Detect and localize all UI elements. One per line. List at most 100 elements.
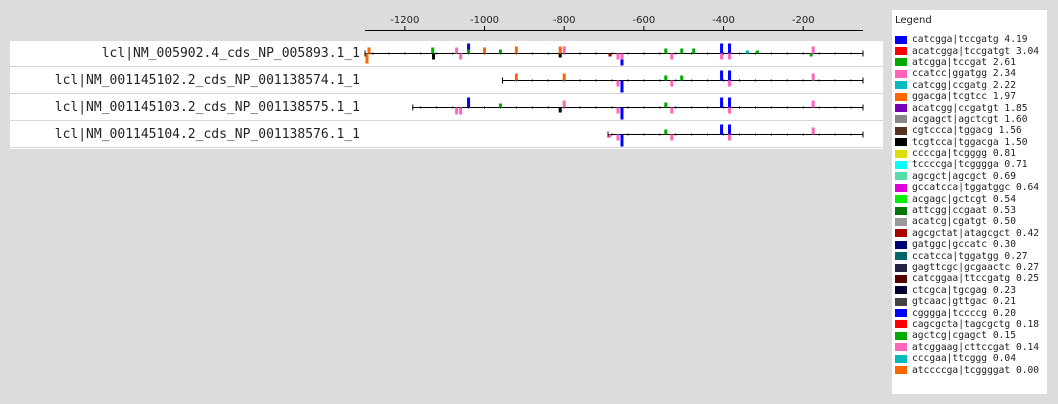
legend-item[interactable]: gccatcca|tggatggc 0.64 [895,182,1039,193]
motif-site[interactable] [745,50,749,54]
motif-site[interactable] [728,53,732,60]
sequence-row[interactable]: lcl|NM_001145102.2_cds_NP_001138574.1_1 [10,68,883,94]
motif-site[interactable] [431,47,435,54]
motif-site[interactable] [692,48,696,54]
legend-item[interactable]: ctcgca|tgcgag 0.23 [895,285,1039,296]
legend-item[interactable]: cgtccca|tggacg 1.56 [895,125,1039,136]
motif-site[interactable] [514,46,518,54]
legend-item[interactable]: ccatcc|ggatgg 2.34 [895,68,1039,79]
motif-site[interactable] [562,100,566,108]
sequence-row[interactable]: lcl|NM_001145103.2_cds_NP_001138575.1_1 [10,95,883,121]
motif-site[interactable] [483,47,487,54]
legend-item[interactable]: atccccga|tcggggat 0.00 [895,364,1039,376]
motif-site[interactable] [664,48,668,54]
legend-item[interactable]: attcgg|ccgaat 0.53 [895,205,1039,216]
motif-site[interactable] [670,53,674,60]
motif-site[interactable] [514,73,518,81]
legend-item[interactable]: catcgga|tccgatg 4.19 [895,34,1039,45]
motif-site[interactable] [620,53,624,60]
motif-site[interactable] [720,70,724,81]
motif-site[interactable] [620,107,624,120]
sequence-row[interactable]: lcl|NM_001145104.2_cds_NP_001138576.1_1 [10,122,883,148]
legend-item[interactable]: cggggа|tccccg 0.20 [895,307,1039,319]
legend-item[interactable]: cccgaa|ttcggg 0.04 [895,353,1039,364]
legend-item[interactable]: ccccga|tcgggg 0.81 [895,148,1039,159]
motif-site[interactable] [720,43,724,54]
legend-item[interactable]: acatcgga|tccgatgt 3.04 [895,45,1039,57]
motif-site[interactable] [562,46,566,54]
legend-item[interactable]: gatggc|gccatc 0.30 [895,239,1039,250]
axis-ticks: -1200 -1000 -800 -600 -400 -200 [390,15,815,31]
motif-site[interactable] [811,46,815,54]
legend-title: Legend [895,15,932,26]
motif-site[interactable] [558,53,562,58]
motif-site[interactable] [467,43,471,54]
motif-site[interactable] [728,124,732,135]
motif-site[interactable] [616,107,620,114]
motif-site[interactable] [467,97,471,108]
legend-item[interactable]: gagttcgc|gcgaactc 0.27 [895,262,1039,273]
motif-site[interactable] [562,73,566,81]
legend-item[interactable]: acatcg|cgatgt 0.50 [895,216,1039,227]
motif-site[interactable] [432,53,436,60]
motif-site[interactable] [616,80,620,87]
motif-site[interactable] [728,70,732,81]
motif-site[interactable] [680,48,684,54]
legend-item[interactable]: acatcgg|ccgatgt 1.85 [895,102,1039,114]
motif-site[interactable] [728,107,732,114]
sequence-row[interactable]: lcl|NM_005902.4_cds_NP_005893.1_1 [10,41,883,67]
motif-site[interactable] [558,46,562,54]
motif-site[interactable] [558,107,562,113]
motif-site[interactable] [728,134,732,141]
motif-site[interactable] [720,124,724,135]
motif-site[interactable] [498,49,502,54]
legend-item[interactable]: acgagc|gctcgt 0.54 [895,193,1039,205]
motif-site[interactable] [670,107,674,114]
motif-site[interactable] [664,129,668,135]
legend-item[interactable]: agcgct|agcgct 0.69 [895,171,1039,182]
legend-item[interactable]: tcgtcca|tggacga 1.50 [895,137,1039,148]
motif-site[interactable] [728,80,732,87]
motif-site[interactable] [811,73,815,81]
motif-site[interactable] [365,53,369,64]
motif-site[interactable] [455,47,459,54]
motif-site[interactable] [459,53,463,60]
motif-site[interactable] [811,100,815,108]
legend-item[interactable]: ccatcca|tggatgg 0.27 [895,250,1039,262]
legend-item[interactable]: agctcg|cgagct 0.15 [895,330,1039,341]
motif-site[interactable] [616,134,620,141]
motif-site[interactable] [728,97,732,108]
legend-item[interactable]: catcgg|ccgatg 2.22 [895,80,1039,91]
motif-site[interactable] [455,107,459,115]
legend-item[interactable]: acgagct|agctcgt 1.60 [895,114,1039,125]
legend-item[interactable]: agcgctat|atagcgct 0.42 [895,228,1039,239]
motif-site[interactable] [720,53,724,60]
motif-site[interactable] [467,49,471,54]
legend-item[interactable]: cagcgcta|tagcgctg 0.18 [895,319,1039,330]
motif-site[interactable] [367,47,371,54]
motif-site[interactable] [608,53,612,57]
legend-item[interactable]: atcggaag|cttccgat 0.14 [895,342,1039,353]
motif-site[interactable] [498,103,502,108]
motif-site[interactable] [670,80,674,87]
motif-site[interactable] [670,134,674,141]
motif-site[interactable] [459,107,463,115]
motif-site[interactable] [728,43,732,54]
legend-item[interactable]: gtcaac|gttgac 0.21 [895,296,1039,307]
legend-item[interactable]: atcgga|tccgat 2.61 [895,57,1039,68]
motif-site[interactable] [664,75,668,81]
motif-site[interactable] [620,134,624,147]
legend-item[interactable]: catcggaa|ttccgatg 0.25 [895,273,1039,284]
motif-site[interactable] [811,127,815,135]
legend-item[interactable]: ggacga|tcgtcc 1.97 [895,91,1039,102]
motif-site[interactable] [680,75,684,81]
motif-site[interactable] [616,53,620,60]
legend-item[interactable]: tccccga|tcgggga 0.71 [895,159,1039,170]
legend-swatch [895,217,907,226]
motif-site[interactable] [608,134,612,138]
motif-site[interactable] [720,97,724,108]
motif-site[interactable] [620,80,624,93]
motif-site[interactable] [809,53,813,57]
motif-site[interactable] [664,102,668,108]
motif-site[interactable] [755,50,759,54]
